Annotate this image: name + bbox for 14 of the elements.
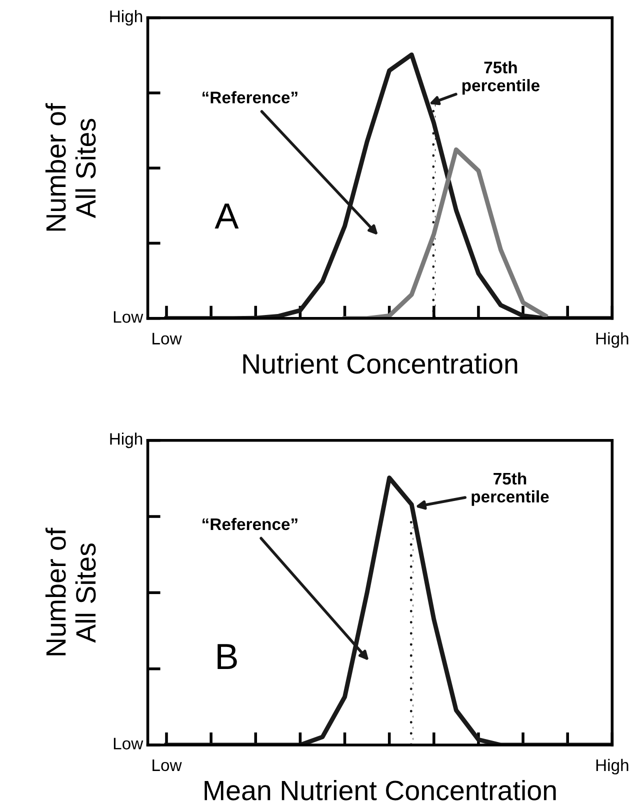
y-axis-title: Number of All Sites <box>45 528 96 656</box>
text: Low <box>114 738 144 750</box>
y-axis-title: Number of All Sites <box>45 103 96 231</box>
x-axis-title: Mean Nutrient Concentration <box>204 780 556 800</box>
x-axis-title: Nutrient Concentration <box>243 353 518 374</box>
text: High <box>110 10 142 26</box>
annotation: “Reference” <box>202 518 298 530</box>
annotation: 75th percentile <box>462 61 540 95</box>
annotation: 75th percentile <box>472 472 549 506</box>
annotation: A <box>214 204 239 228</box>
text: Low <box>114 311 144 323</box>
text: High <box>110 432 142 448</box>
annotation: “Reference” <box>202 91 298 104</box>
annotation: B <box>218 644 237 670</box>
